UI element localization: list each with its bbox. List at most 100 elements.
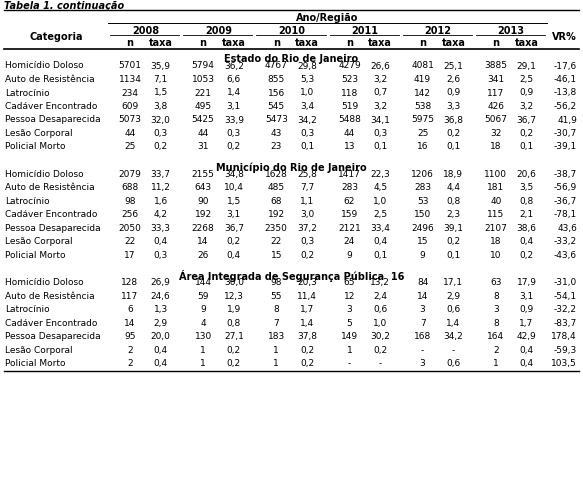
Text: 8: 8: [493, 318, 498, 327]
Text: 485: 485: [268, 183, 285, 192]
Text: 15: 15: [417, 237, 429, 246]
Text: 2: 2: [127, 359, 133, 368]
Text: 234: 234: [121, 88, 138, 97]
Text: 44: 44: [344, 129, 355, 138]
Text: 22: 22: [124, 237, 136, 246]
Text: Policial Morto: Policial Morto: [5, 142, 65, 151]
Text: 0,9: 0,9: [519, 88, 533, 97]
Text: 63: 63: [490, 278, 501, 287]
Text: 4,5: 4,5: [373, 183, 387, 192]
Text: Lesão Corporal: Lesão Corporal: [5, 237, 73, 246]
Text: 41,9: 41,9: [557, 115, 577, 124]
Text: 11,2: 11,2: [151, 183, 171, 192]
Text: 17,9: 17,9: [517, 278, 536, 287]
Text: 0,6: 0,6: [446, 305, 461, 314]
Text: 164: 164: [487, 332, 504, 341]
Text: Auto de Resistência: Auto de Resistência: [5, 75, 94, 84]
Text: -78,1: -78,1: [554, 210, 577, 219]
Text: Área Integrada de Segurança Pública  16: Área Integrada de Segurança Pública 16: [179, 270, 404, 281]
Text: 118: 118: [341, 88, 358, 97]
Text: Pessoa Desaparecida: Pessoa Desaparecida: [5, 332, 101, 341]
Text: 65: 65: [344, 278, 355, 287]
Text: 2,9: 2,9: [446, 291, 461, 301]
Text: 43: 43: [271, 129, 282, 138]
Text: 5701: 5701: [118, 61, 142, 70]
Text: taxa: taxa: [515, 38, 539, 48]
Text: 9: 9: [200, 305, 206, 314]
Text: taxa: taxa: [295, 38, 319, 48]
Text: Auto de Resistência: Auto de Resistência: [5, 183, 94, 192]
Text: -59,3: -59,3: [554, 345, 577, 354]
Text: 18: 18: [490, 142, 501, 151]
Text: Cadáver Encontrado: Cadáver Encontrado: [5, 318, 97, 327]
Text: 26: 26: [198, 251, 209, 259]
Text: 4,4: 4,4: [447, 183, 461, 192]
Text: 2011: 2011: [352, 26, 378, 36]
Text: 1,7: 1,7: [300, 305, 314, 314]
Text: 59: 59: [198, 291, 209, 301]
Text: 33,4: 33,4: [370, 224, 390, 232]
Text: 34,2: 34,2: [444, 332, 463, 341]
Text: 30,0: 30,0: [224, 278, 244, 287]
Text: Latrocínio: Latrocínio: [5, 197, 50, 206]
Text: 31: 31: [198, 142, 209, 151]
Text: 0,2: 0,2: [373, 345, 387, 354]
Text: Policial Morto: Policial Morto: [5, 251, 65, 259]
Text: n: n: [346, 38, 353, 48]
Text: 2,6: 2,6: [446, 75, 461, 84]
Text: 2107: 2107: [484, 224, 507, 232]
Text: 42,9: 42,9: [517, 332, 536, 341]
Text: 0,6: 0,6: [446, 359, 461, 368]
Text: Auto de Resistência: Auto de Resistência: [5, 291, 94, 301]
Text: -46,1: -46,1: [554, 75, 577, 84]
Text: 0,2: 0,2: [300, 251, 314, 259]
Text: 44: 44: [124, 129, 136, 138]
Text: 2008: 2008: [132, 26, 159, 36]
Text: 13,2: 13,2: [370, 278, 390, 287]
Text: 44: 44: [198, 129, 209, 138]
Text: 98: 98: [124, 197, 136, 206]
Text: 3: 3: [493, 305, 498, 314]
Text: 3,4: 3,4: [300, 102, 314, 111]
Text: 25: 25: [124, 142, 136, 151]
Text: 33,7: 33,7: [150, 170, 171, 179]
Text: Cadáver Encontrado: Cadáver Encontrado: [5, 102, 97, 111]
Text: 0,1: 0,1: [373, 251, 387, 259]
Text: 1,0: 1,0: [300, 88, 314, 97]
Text: 192: 192: [195, 210, 212, 219]
Text: 0,1: 0,1: [519, 142, 533, 151]
Text: 14: 14: [124, 318, 136, 327]
Text: n: n: [492, 38, 499, 48]
Text: 0,2: 0,2: [227, 142, 241, 151]
Text: 0,4: 0,4: [153, 359, 168, 368]
Text: Pessoa Desaparecida: Pessoa Desaparecida: [5, 224, 101, 232]
Text: 0,1: 0,1: [300, 142, 314, 151]
Text: 0,8: 0,8: [519, 197, 533, 206]
Text: 159: 159: [341, 210, 358, 219]
Text: 12,3: 12,3: [224, 291, 244, 301]
Text: 0,3: 0,3: [227, 129, 241, 138]
Text: -38,7: -38,7: [554, 170, 577, 179]
Text: 7,7: 7,7: [300, 183, 314, 192]
Text: 3,8: 3,8: [153, 102, 168, 111]
Text: 0,3: 0,3: [300, 237, 314, 246]
Text: 1,9: 1,9: [227, 305, 241, 314]
Text: 2: 2: [127, 345, 133, 354]
Text: n: n: [273, 38, 280, 48]
Text: -31,0: -31,0: [554, 278, 577, 287]
Text: 117: 117: [487, 88, 504, 97]
Text: 30,2: 30,2: [370, 332, 390, 341]
Text: 11,4: 11,4: [297, 291, 317, 301]
Text: 35,9: 35,9: [150, 61, 171, 70]
Text: 37,8: 37,8: [297, 332, 317, 341]
Text: 538: 538: [414, 102, 431, 111]
Text: 1,4: 1,4: [300, 318, 314, 327]
Text: 1: 1: [200, 359, 206, 368]
Text: 68: 68: [271, 197, 282, 206]
Text: 142: 142: [414, 88, 431, 97]
Text: 62: 62: [344, 197, 355, 206]
Text: 3,1: 3,1: [519, 291, 533, 301]
Text: n: n: [419, 38, 426, 48]
Text: 1: 1: [346, 345, 352, 354]
Text: 4,2: 4,2: [154, 210, 168, 219]
